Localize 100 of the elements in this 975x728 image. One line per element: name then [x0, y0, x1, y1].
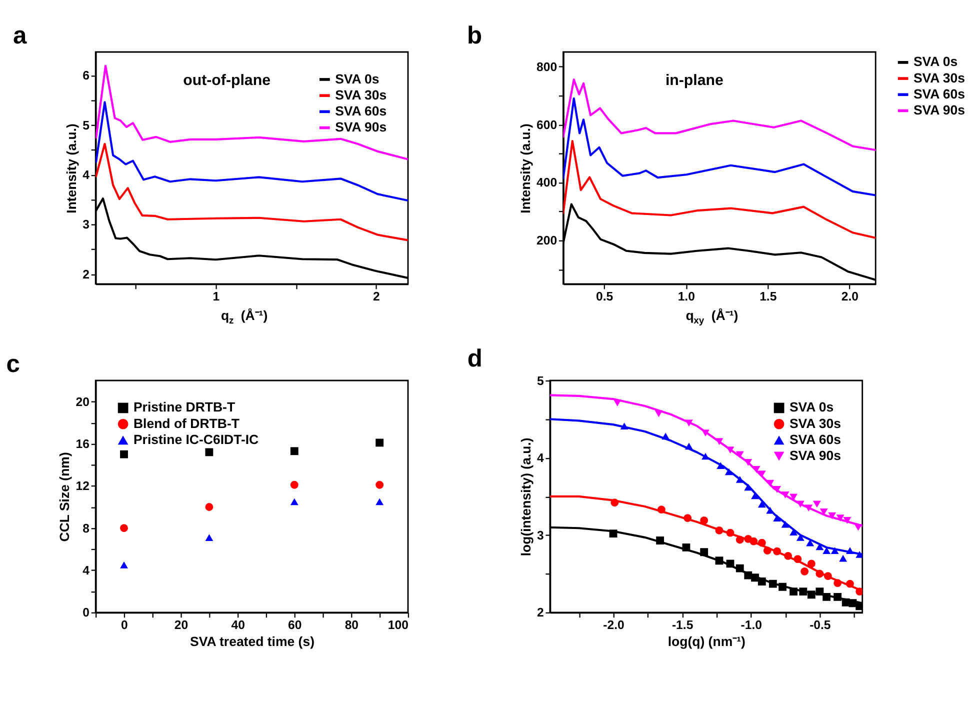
point	[758, 578, 766, 586]
point	[205, 534, 214, 541]
point	[790, 588, 798, 596]
point	[702, 430, 710, 436]
x-axis-title: SVA treated time (s)	[190, 634, 314, 650]
point	[290, 480, 298, 489]
x-tick-label: 20	[174, 618, 188, 632]
point	[726, 528, 734, 537]
line-series	[96, 142, 408, 242]
point	[843, 516, 852, 524]
point	[834, 592, 842, 601]
point	[715, 526, 724, 534]
point	[836, 514, 844, 522]
point	[773, 547, 781, 556]
point	[812, 500, 821, 508]
point	[205, 503, 214, 511]
x-tick-label: 2.0	[841, 290, 859, 304]
chart-title: a	[13, 22, 28, 50]
point	[839, 554, 848, 562]
legend-label: SVA 90s	[789, 448, 842, 464]
point	[856, 551, 862, 558]
point	[856, 602, 862, 610]
point	[768, 580, 777, 588]
point	[758, 500, 766, 508]
point	[773, 486, 781, 493]
x-tick-label: 100	[388, 618, 409, 632]
legend-label: SVA 30s	[335, 87, 387, 102]
y-tick-label: 2	[536, 606, 544, 620]
chart-title: c	[6, 350, 20, 378]
point	[856, 588, 862, 596]
point	[781, 491, 790, 498]
point	[716, 462, 725, 469]
point	[822, 547, 831, 554]
legend-label: SVA 90s	[913, 102, 966, 118]
y-tick-label: 5	[536, 374, 544, 388]
x-tick-label: 1.5	[760, 290, 777, 304]
x-axis-title: log(q) (nm⁻¹)	[668, 634, 746, 650]
point	[816, 588, 824, 596]
x-tick-label: 80	[344, 618, 359, 632]
point	[824, 572, 832, 580]
y-axis-title: Intensity (a.u.)	[64, 124, 79, 214]
point	[700, 516, 708, 524]
point	[830, 547, 839, 554]
point	[807, 590, 816, 599]
point	[654, 410, 663, 418]
x-tick-label: 1	[212, 290, 220, 304]
point	[736, 564, 744, 572]
point	[662, 432, 670, 440]
y-tick-label: 16	[76, 437, 90, 451]
x-tick-label: 60	[288, 618, 302, 632]
y-tick-label: 6	[82, 68, 90, 83]
y-tick-label: 20	[76, 394, 90, 409]
line-series	[96, 64, 408, 160]
point	[620, 422, 628, 430]
y-tick-label: 800	[536, 60, 558, 74]
line-series	[96, 101, 408, 202]
point	[715, 556, 724, 565]
point	[846, 580, 854, 588]
point	[656, 536, 664, 544]
point	[682, 544, 690, 552]
point	[781, 520, 790, 528]
x-tick-label: -1.5	[672, 618, 694, 632]
point	[807, 560, 816, 568]
point	[726, 560, 734, 568]
legend-label: Pristine DRTB-T	[133, 400, 236, 415]
legend-label: Pristine IC-C6IDT-IC	[133, 432, 260, 447]
point	[854, 524, 862, 531]
point	[205, 448, 214, 456]
line-series	[563, 140, 876, 239]
x-tick-label: 0	[121, 618, 128, 632]
point	[751, 574, 759, 582]
legend-label: SVA 0s	[335, 71, 380, 86]
x-tick-label: -2.0	[603, 618, 624, 632]
point	[613, 399, 622, 406]
y-axis-title: Intensity (a.u.)	[518, 124, 533, 214]
point	[744, 484, 752, 491]
point	[799, 588, 808, 596]
y-tick-label: 2	[82, 267, 90, 282]
point	[773, 514, 781, 522]
point	[744, 459, 752, 466]
point	[736, 476, 744, 483]
x-tick-label: -0.5	[810, 618, 831, 632]
point	[800, 567, 809, 576]
point	[736, 536, 744, 544]
point	[120, 524, 128, 532]
point	[726, 446, 734, 454]
legend-label: SVA 0s	[789, 400, 834, 415]
point	[376, 498, 384, 506]
x-tick-label: -1.0	[740, 618, 762, 632]
point	[846, 547, 854, 554]
legend-label: SVA 60s	[789, 432, 842, 447]
chart-title: b	[466, 22, 482, 50]
y-tick-label: 200	[536, 234, 558, 248]
y-tick-label: 600	[536, 118, 558, 132]
y-tick-label: 4	[82, 564, 90, 578]
y-tick-label: 8	[82, 521, 90, 536]
point	[685, 420, 693, 426]
legend-label: SVA 60s	[913, 86, 966, 102]
point	[778, 582, 786, 591]
legend-label: SVA 60s	[335, 103, 387, 118]
